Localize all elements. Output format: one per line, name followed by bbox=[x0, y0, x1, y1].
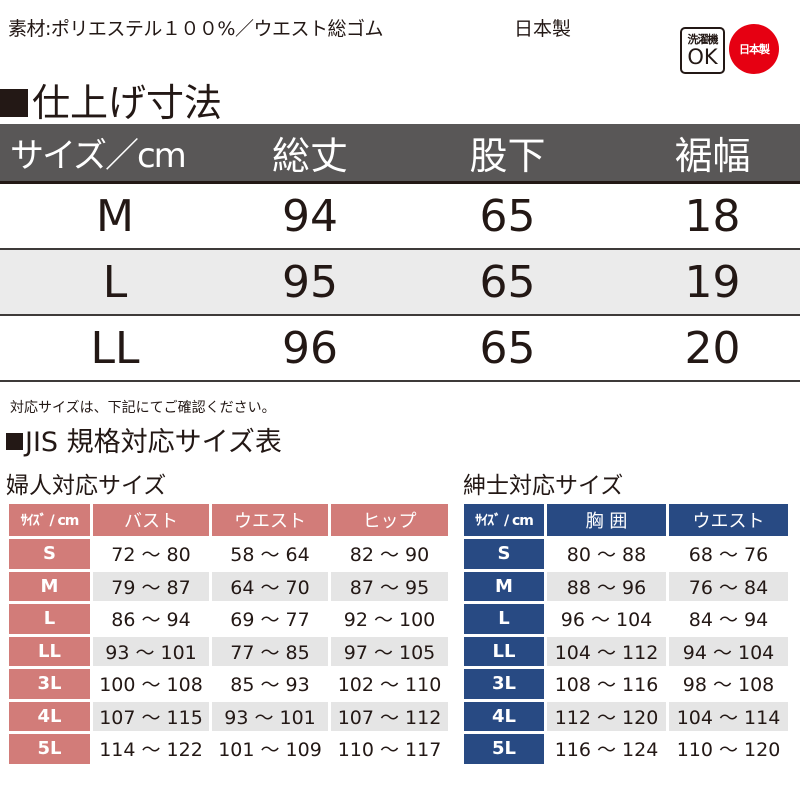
table-header-row: サイズ／cm 総丈 股下 裾幅 bbox=[0, 124, 800, 184]
washing-machine-ok-badge: 洗濯機 OK bbox=[680, 27, 725, 74]
range-cell: 108 ～ 116 bbox=[554, 674, 659, 697]
column-header: ｻｲｽﾞ / cm bbox=[464, 504, 544, 536]
range-cell: 104 ～ 112 bbox=[547, 636, 666, 666]
size-label-cell: L bbox=[9, 604, 90, 634]
size-label-cell: S bbox=[9, 539, 90, 569]
finished-dimensions-title: 仕上げ寸法 bbox=[0, 72, 222, 127]
range-cell: 97 ～ 105 bbox=[331, 636, 448, 666]
range-cell: 85 ～ 93 bbox=[230, 674, 310, 697]
range-cell: 64 ～ 70 bbox=[212, 571, 328, 601]
jis-title-text: JIS 規格対応サイズ表 bbox=[25, 427, 282, 458]
range-cell: 102 ～ 110 bbox=[337, 674, 442, 697]
range-cell: 82 ～ 90 bbox=[349, 544, 430, 567]
value-cell: 20 bbox=[684, 322, 741, 374]
range-cell: 77 ～ 85 bbox=[212, 636, 328, 666]
range-cell: 87 ～ 95 bbox=[331, 571, 448, 601]
range-cell: 93 ～ 101 bbox=[212, 701, 328, 731]
value-cell: 18 bbox=[684, 190, 741, 242]
value-cell: 65 bbox=[479, 256, 536, 308]
value-cell: 65 bbox=[479, 190, 536, 242]
value-cell: 95 bbox=[282, 256, 338, 308]
table-row: L 95 65 19 bbox=[0, 250, 800, 316]
size-label-cell: L bbox=[464, 604, 544, 634]
men-size-table: ｻｲｽﾞ / cm 胸 囲ウエスト S 80 ～ 88 68 ～ 76 M 88 ～ 96 7… bbox=[464, 504, 788, 764]
washing-machine-label: 洗濯機 bbox=[687, 33, 719, 46]
range-cell: 116 ～ 124 bbox=[554, 739, 659, 762]
size-cell: LL bbox=[90, 322, 140, 374]
size-label-cell: 5L bbox=[464, 734, 544, 764]
size-label-cell: S bbox=[464, 539, 544, 569]
column-header: バスト bbox=[93, 504, 209, 536]
range-cell: 114 ～ 122 bbox=[99, 739, 203, 762]
women-size-title: 婦人対応サイズ bbox=[6, 473, 167, 499]
size-label-cell: LL bbox=[9, 636, 90, 666]
men-size-title: 紳士対応サイズ bbox=[463, 473, 624, 499]
size-label-cell: 3L bbox=[9, 669, 90, 699]
ok-label: OK bbox=[687, 45, 718, 69]
size-label-cell: LL bbox=[464, 636, 544, 666]
range-cell: 88 ～ 96 bbox=[547, 571, 666, 601]
table-row: M 94 65 18 bbox=[0, 184, 800, 250]
range-cell: 76 ～ 84 bbox=[669, 571, 788, 601]
square-bullet-icon bbox=[0, 88, 28, 117]
made-in-label: 日本製 bbox=[514, 18, 572, 40]
size-label-cell: M bbox=[9, 571, 90, 601]
range-cell: 86 ～ 94 bbox=[111, 609, 191, 632]
size-cell: M bbox=[96, 190, 134, 242]
range-cell: 58 ～ 64 bbox=[230, 544, 310, 567]
range-cell: 100 ～ 108 bbox=[99, 674, 203, 697]
jis-size-title: JIS 規格対応サイズ表 bbox=[6, 420, 282, 459]
header-size: サイズ／cm bbox=[10, 136, 187, 176]
range-cell: 93 ～ 101 bbox=[93, 636, 209, 666]
table-row: LL 96 65 20 bbox=[0, 316, 800, 382]
made-in-japan-badge: 日本製 bbox=[729, 24, 779, 74]
column-header: ヒップ bbox=[331, 504, 448, 536]
range-cell: 101 ～ 109 bbox=[218, 739, 322, 762]
range-cell: 110 ～ 120 bbox=[676, 739, 781, 762]
value-cell: 94 bbox=[282, 190, 338, 242]
size-note: 対応サイズは、下記にてご確認ください。 bbox=[10, 400, 276, 416]
value-cell: 96 bbox=[282, 322, 338, 374]
size-label-cell: 5L bbox=[9, 734, 90, 764]
range-cell: 72 ～ 80 bbox=[111, 544, 191, 567]
column-header: ｻｲｽﾞ / cm bbox=[9, 504, 90, 536]
column-header: ウエスト bbox=[212, 504, 328, 536]
value-cell: 65 bbox=[479, 322, 536, 374]
range-cell: 92 ～ 100 bbox=[343, 609, 436, 632]
range-cell: 69 ～ 77 bbox=[230, 609, 310, 632]
finished-dimensions-table: サイズ／cm 総丈 股下 裾幅 M 94 65 18 L 95 65 19 LL… bbox=[0, 124, 800, 382]
range-cell: 110 ～ 117 bbox=[337, 739, 442, 762]
square-bullet-icon bbox=[6, 432, 23, 450]
size-label-cell: 4L bbox=[9, 701, 90, 731]
column-header: ウエスト bbox=[669, 504, 788, 536]
header-hem-width: 裾幅 bbox=[674, 134, 751, 178]
header-inseam: 股下 bbox=[469, 134, 546, 178]
range-cell: 96 ～ 104 bbox=[560, 609, 653, 632]
material-description: 素材:ポリエステル１００%／ウエスト総ゴム bbox=[8, 18, 383, 40]
column-header: 胸 囲 bbox=[547, 504, 666, 536]
header-total-length: 総丈 bbox=[271, 134, 348, 178]
range-cell: 98 ～ 108 bbox=[682, 674, 775, 697]
section-title-text: 仕上げ寸法 bbox=[32, 81, 223, 125]
range-cell: 112 ～ 120 bbox=[547, 701, 666, 731]
range-cell: 107 ～ 112 bbox=[331, 701, 448, 731]
range-cell: 107 ～ 115 bbox=[93, 701, 209, 731]
size-label-cell: 3L bbox=[464, 669, 544, 699]
range-cell: 79 ～ 87 bbox=[93, 571, 209, 601]
size-label-cell: 4L bbox=[464, 701, 544, 731]
women-size-table: ｻｲｽﾞ / cm バスト ウエスト ヒップ S 72 ～ 80 58 ～ 64 82 ～ 9… bbox=[9, 504, 448, 764]
range-cell: 68 ～ 76 bbox=[688, 544, 769, 567]
range-cell: 84 ～ 94 bbox=[688, 609, 769, 632]
size-label-cell: M bbox=[464, 571, 544, 601]
range-cell: 104 ～ 114 bbox=[669, 701, 788, 731]
range-cell: 94 ～ 104 bbox=[669, 636, 788, 666]
range-cell: 80 ～ 88 bbox=[566, 544, 647, 567]
value-cell: 19 bbox=[684, 256, 741, 308]
size-cell: L bbox=[102, 256, 128, 308]
